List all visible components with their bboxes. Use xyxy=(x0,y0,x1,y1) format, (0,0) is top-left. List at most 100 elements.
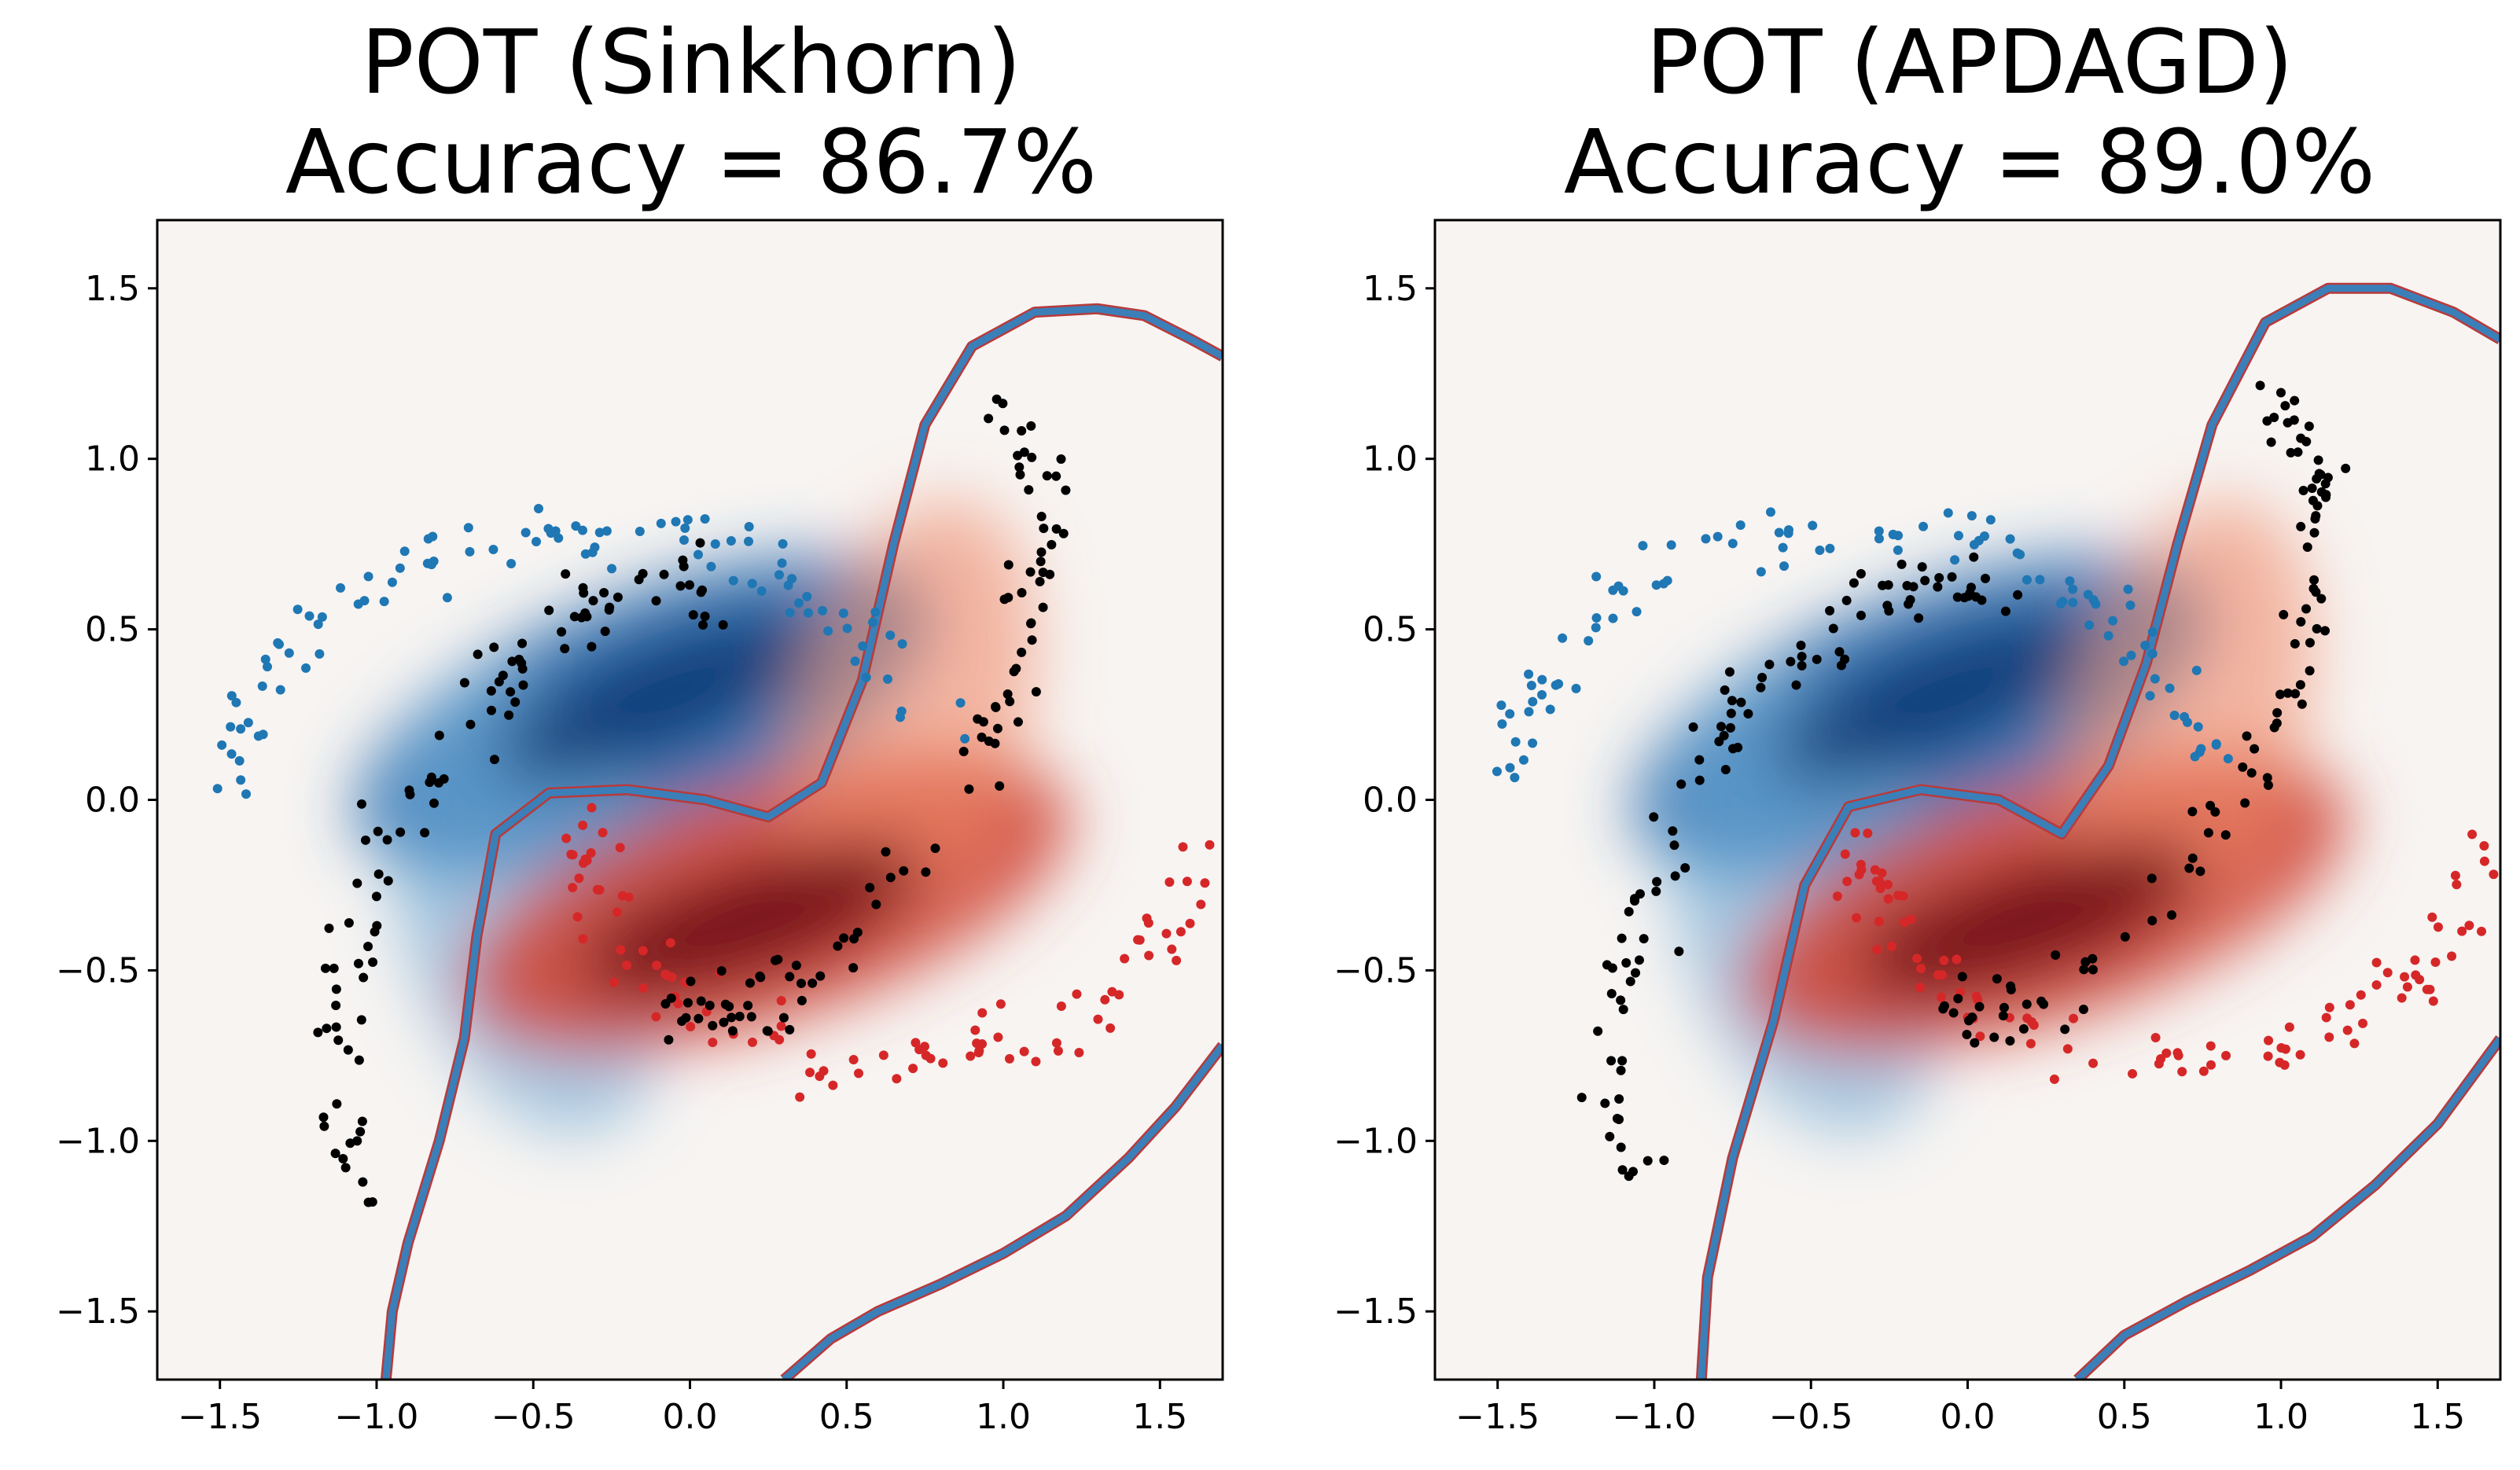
target-point xyxy=(991,702,1001,712)
source-point-red xyxy=(686,1021,696,1031)
source-point-blue xyxy=(861,672,871,682)
source-point-blue xyxy=(428,531,438,542)
target-point xyxy=(331,1001,341,1011)
source-point-blue xyxy=(2125,601,2136,611)
source-point-blue xyxy=(1524,707,1534,717)
target-point xyxy=(2283,417,2293,428)
source-point-blue xyxy=(429,556,439,566)
source-point-red xyxy=(2049,1074,2059,1084)
decision-boundary xyxy=(382,305,1223,1380)
target-point xyxy=(486,705,496,715)
source-point-blue xyxy=(858,641,868,651)
y-tick-label: −0.5 xyxy=(1334,950,1418,990)
target-point xyxy=(459,678,469,688)
target-point xyxy=(344,917,354,928)
source-point-blue xyxy=(2108,616,2118,626)
source-point-blue xyxy=(2211,739,2221,749)
heatmap-red-core xyxy=(579,842,926,996)
target-point xyxy=(1970,1038,1980,1048)
source-point-red xyxy=(568,883,578,893)
source-point-red xyxy=(1874,876,1885,887)
heatmap-red-tail xyxy=(782,499,1037,930)
target-point xyxy=(1908,582,1919,592)
source-point-blue xyxy=(1545,704,1555,715)
target-point xyxy=(599,588,609,598)
target-point xyxy=(1005,696,1015,707)
target-point xyxy=(1964,1016,1974,1026)
source-point-blue xyxy=(1528,738,1538,748)
target-point xyxy=(885,873,896,883)
source-point-red xyxy=(592,884,602,895)
source-point-blue xyxy=(1735,520,1746,530)
target-point xyxy=(2246,768,2257,778)
target-point xyxy=(395,827,406,837)
title-line-1: POT (APDAGD) xyxy=(1646,12,2293,114)
source-point-red xyxy=(1854,869,1864,880)
target-point xyxy=(2147,916,2158,926)
target-point xyxy=(1694,755,1705,765)
x-tick-label: −1.5 xyxy=(178,1397,262,1437)
source-point-blue xyxy=(2150,674,2160,684)
source-point-blue xyxy=(2180,711,2190,722)
source-point-blue xyxy=(1825,543,1835,553)
target-point xyxy=(693,1013,704,1023)
source-point-blue xyxy=(635,527,645,537)
target-point xyxy=(1630,895,1640,906)
target-point xyxy=(720,999,730,1009)
x-tick-label: −1.5 xyxy=(1455,1397,1540,1437)
target-point xyxy=(1791,680,1801,690)
source-point-red xyxy=(1200,878,1210,888)
source-point-blue xyxy=(2193,722,2203,732)
target-point xyxy=(324,923,334,933)
target-point xyxy=(1757,672,1768,682)
target-point xyxy=(343,1045,353,1055)
source-point-blue xyxy=(317,612,327,622)
source-point-blue xyxy=(594,527,605,538)
target-point xyxy=(1051,524,1061,534)
target-point xyxy=(429,798,440,808)
target-point xyxy=(2295,680,2305,690)
target-point xyxy=(791,961,801,971)
target-point xyxy=(2060,1024,2070,1035)
source-point-red xyxy=(2198,1066,2209,1076)
target-point xyxy=(1786,656,1796,667)
source-point-red xyxy=(1883,894,1893,904)
source-point-blue xyxy=(1618,586,1628,596)
target-point xyxy=(2238,762,2248,772)
target-point xyxy=(2290,689,2301,699)
x-tick-label: 1.5 xyxy=(2410,1397,2465,1437)
target-point xyxy=(319,1121,329,1131)
target-point xyxy=(2240,798,2250,808)
source-point-red xyxy=(2177,1067,2187,1077)
target-point xyxy=(373,869,384,879)
source-point-blue xyxy=(1765,507,1775,517)
target-point xyxy=(1061,485,1071,495)
target-point xyxy=(700,611,710,621)
target-point xyxy=(486,685,496,696)
target-point xyxy=(848,963,859,973)
target-point xyxy=(1688,722,1698,732)
source-point-blue xyxy=(1778,542,1788,553)
target-point xyxy=(1670,871,1680,881)
source-point-red xyxy=(2464,921,2474,931)
source-point-blue xyxy=(842,623,852,634)
source-point-blue xyxy=(2015,549,2025,560)
source-point-blue xyxy=(546,528,556,538)
source-point-red xyxy=(1842,876,1852,887)
x-tick-label: 0.5 xyxy=(819,1397,874,1437)
target-point xyxy=(708,1020,718,1031)
source-point-blue xyxy=(521,527,531,538)
title-line-2: Accuracy = 89.0% xyxy=(1564,112,2375,214)
source-point-blue xyxy=(284,648,294,658)
target-point xyxy=(756,972,766,983)
source-point-red xyxy=(2402,982,2412,992)
target-point xyxy=(1992,974,2002,984)
source-point-blue xyxy=(1554,679,1564,689)
target-point xyxy=(1933,582,1943,592)
target-point xyxy=(1726,708,1736,718)
source-point-red xyxy=(1056,1001,1066,1012)
target-point xyxy=(434,730,444,741)
source-point-red xyxy=(1939,955,1949,965)
target-point xyxy=(659,569,669,579)
source-point-blue xyxy=(1666,540,1676,550)
